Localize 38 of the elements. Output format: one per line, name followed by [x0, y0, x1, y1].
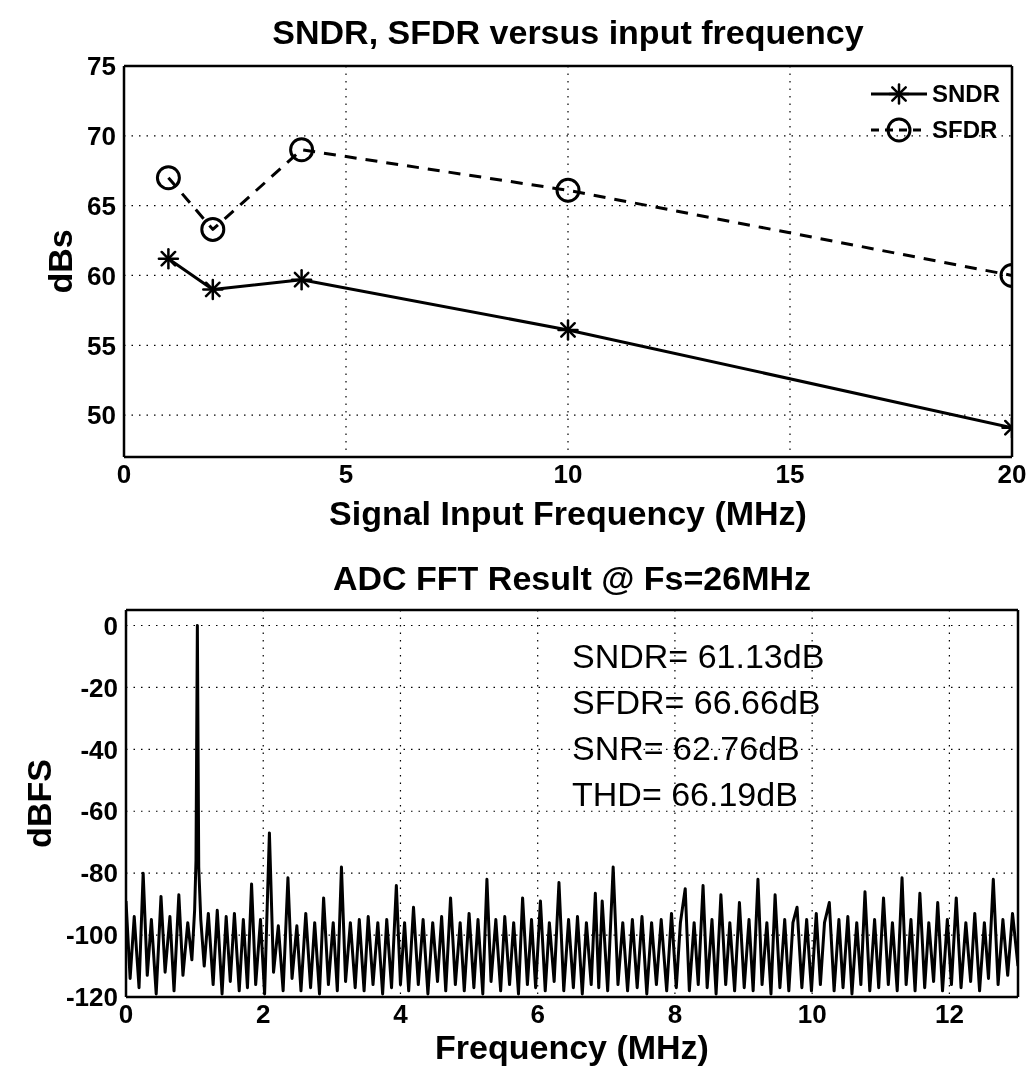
legend-label: SNDR	[931, 80, 1000, 107]
y-tick-label: -100	[65, 920, 118, 951]
y-tick-label: -20	[80, 672, 118, 703]
x-tick-label: 20	[997, 459, 1027, 490]
x-tick-label: 12	[934, 999, 964, 1030]
y-tick-label: 0	[103, 610, 118, 641]
y-axis-title: dBs	[41, 229, 80, 294]
y-tick-label: 50	[87, 400, 116, 431]
y-tick-label: 60	[87, 260, 116, 291]
annotation: THD= 66.19dB	[572, 774, 799, 815]
annotation: SNDR= 61.13dB	[572, 636, 825, 677]
y-tick-label: 65	[87, 190, 116, 221]
x-tick-label: 10	[553, 459, 583, 490]
y-tick-label: -120	[65, 982, 118, 1013]
x-axis-title: Signal Input Frequency (MHz)	[329, 494, 807, 532]
y-axis-title: dBFS	[19, 759, 58, 848]
x-tick-label: 8	[667, 999, 683, 1030]
x-axis-title: Frequency (MHz)	[435, 1028, 709, 1066]
point	[155, 165, 181, 191]
y-tick-label: 70	[87, 121, 116, 152]
y-tick-label: -40	[80, 734, 118, 765]
x-tick-label: 4	[393, 999, 409, 1030]
x-tick-label: 6	[530, 999, 545, 1030]
y-tick-label: -80	[80, 858, 118, 889]
x-tick-label: 15	[775, 459, 805, 490]
annotation: SFDR= 66.66dB	[572, 682, 822, 723]
chart-title: SNDR, SFDR versus input frequency	[272, 13, 864, 51]
point	[200, 216, 226, 242]
annotation: SNR= 62.76dB	[572, 728, 801, 769]
y-tick-label: 55	[87, 330, 116, 361]
x-tick-label: 5	[338, 459, 354, 490]
legend-label: SFDR	[931, 116, 998, 143]
x-tick-label: 10	[797, 999, 827, 1030]
y-tick-label: -60	[80, 796, 118, 827]
y-tick-label: 75	[87, 51, 116, 82]
chart-title: ADC FFT Result @ Fs=26MHz	[332, 559, 812, 597]
x-tick-label: 2	[256, 999, 271, 1030]
point	[289, 137, 315, 163]
